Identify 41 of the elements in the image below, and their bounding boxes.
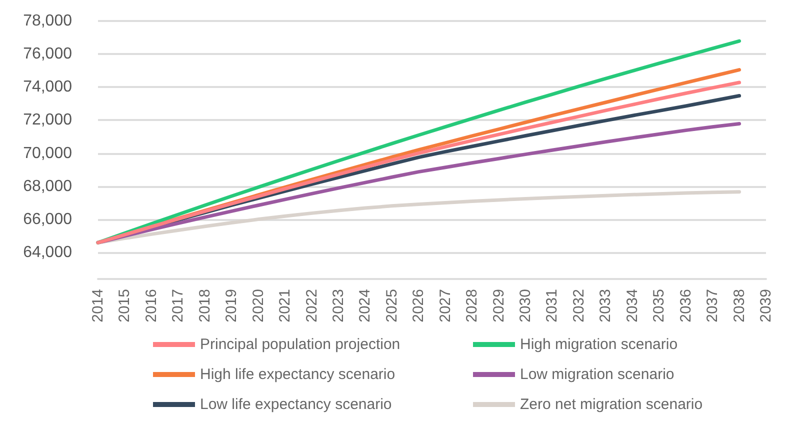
x-tick-label: 2021 — [276, 289, 294, 322]
x-tick-label: 2028 — [464, 289, 481, 322]
x-tick-label: 2024 — [356, 289, 374, 322]
x-tick-label: 2022 — [303, 289, 320, 322]
x-tick-label: 2019 — [223, 289, 240, 322]
x-tick-label: 2031 — [544, 289, 561, 322]
legend-label: Zero net migration scenario — [520, 396, 703, 413]
legend-label: High migration scenario — [520, 336, 678, 353]
legend-label: Low life expectancy scenario — [200, 396, 392, 413]
x-tick-label: 2017 — [170, 289, 187, 322]
y-tick-label: 78,000 — [23, 12, 72, 30]
y-tick-label: 68,000 — [23, 178, 72, 195]
y-tick-label: 74,000 — [23, 78, 72, 96]
x-tick-label: 2033 — [597, 289, 614, 322]
x-tick-label: 2034 — [624, 289, 641, 322]
y-tick-label: 66,000 — [23, 210, 72, 228]
x-tick-label: 2016 — [142, 289, 160, 322]
x-tick-label: 2015 — [116, 289, 134, 322]
legend-label: Low migration scenario — [520, 366, 674, 383]
x-tick-label: 2030 — [517, 289, 534, 322]
x-tick-label: 2020 — [250, 289, 267, 322]
x-tick-label: 2014 — [90, 289, 106, 322]
x-tick-label: 2018 — [196, 289, 214, 322]
x-tick-label: 2039 — [758, 289, 774, 322]
x-tick-label: 2038 — [730, 289, 748, 322]
x-tick-label: 2026 — [410, 289, 428, 322]
x-tick-label: 2025 — [383, 289, 400, 322]
line-series — [96, 190, 742, 244]
y-tick-label: 72,000 — [23, 112, 72, 129]
x-tick-label: 2037 — [704, 289, 722, 322]
legend-label: High life expectancy scenario — [200, 366, 396, 383]
x-tick-label: 2023 — [330, 289, 347, 322]
x-tick-label: 2035 — [650, 289, 668, 322]
x-tick-label: 2036 — [677, 289, 694, 322]
x-tick-label: 2027 — [436, 289, 454, 322]
y-tick-label: 64,000 — [23, 244, 72, 262]
legend-label: Principal population projection — [200, 336, 400, 353]
y-tick-label: 70,000 — [23, 144, 72, 162]
x-tick-label: 2032 — [570, 289, 588, 322]
x-tick-label: 2029 — [490, 289, 508, 322]
y-tick-label: 76,000 — [23, 46, 72, 63]
